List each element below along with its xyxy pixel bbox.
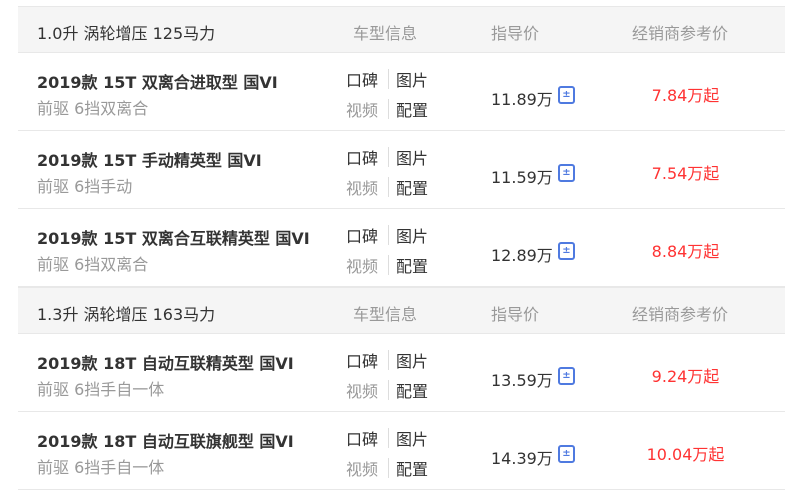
table-row: 2019款 15T 双离合进取型 国VI 前驱 6挡双离合 口碑 图片 视频 配…: [18, 53, 785, 131]
group-header: 1.3升 涡轮增压 163马力 车型信息 指导价 经销商参考价: [18, 287, 785, 334]
guide-price: 11.59万: [491, 168, 553, 187]
table-row: 2019款 15T 双离合互联精英型 国VI 前驱 6挡双离合 口碑 图片 视频…: [18, 209, 785, 287]
config-link[interactable]: 配置: [396, 460, 429, 479]
model-name[interactable]: 2019款 15T 双离合进取型 国VI: [37, 73, 278, 92]
calculator-icon[interactable]: ±: [558, 86, 575, 104]
divider: [388, 255, 389, 275]
divider: [388, 99, 389, 119]
col-guide-price: 指导价: [491, 24, 540, 43]
photos-link[interactable]: 图片: [396, 227, 429, 246]
photos-link[interactable]: 图片: [396, 71, 429, 90]
guide-price: 13.59万: [491, 371, 553, 390]
divider: [388, 458, 389, 478]
video-link[interactable]: 视频: [346, 257, 379, 276]
group-header: 1.0升 涡轮增压 125马力 车型信息 指导价 经销商参考价: [18, 6, 785, 53]
col-model-info: 车型信息: [353, 305, 418, 324]
reviews-link[interactable]: 口碑: [346, 149, 379, 168]
reviews-link[interactable]: 口碑: [346, 352, 379, 371]
dealer-price[interactable]: 7.54万起: [651, 164, 720, 183]
table-row: 2019款 18T 自动互联旗舰型 国VI 前驱 6挡手自一体 口碑 图片 视频…: [18, 412, 785, 490]
dealer-price[interactable]: 7.84万起: [651, 86, 720, 105]
guide-price: 14.39万: [491, 449, 553, 468]
model-name[interactable]: 2019款 18T 自动互联旗舰型 国VI: [37, 432, 294, 451]
col-guide-price: 指导价: [491, 305, 540, 324]
model-name[interactable]: 2019款 18T 自动互联精英型 国VI: [37, 354, 294, 373]
photos-link[interactable]: 图片: [396, 149, 429, 168]
dealer-price[interactable]: 10.04万起: [646, 445, 725, 464]
config-link[interactable]: 配置: [396, 101, 429, 120]
reviews-link[interactable]: 口碑: [346, 430, 379, 449]
col-dealer-price: 经销商参考价: [632, 305, 729, 324]
engine-title: 1.0升 涡轮增压 125马力: [37, 24, 216, 43]
divider: [388, 177, 389, 197]
table-row: 2019款 15T 手动精英型 国VI 前驱 6挡手动 口碑 图片 视频 配置 …: [18, 131, 785, 209]
model-spec: 前驱 6挡手动: [37, 177, 133, 196]
col-model-info: 车型信息: [353, 24, 418, 43]
divider: [388, 350, 389, 370]
video-link[interactable]: 视频: [346, 179, 379, 198]
calculator-icon[interactable]: ±: [558, 164, 575, 182]
engine-title: 1.3升 涡轮增压 163马力: [37, 305, 216, 324]
divider: [388, 225, 389, 245]
divider: [388, 380, 389, 400]
photos-link[interactable]: 图片: [396, 430, 429, 449]
divider: [388, 69, 389, 89]
dealer-price[interactable]: 8.84万起: [651, 242, 720, 261]
model-spec: 前驱 6挡双离合: [37, 99, 149, 118]
dealer-price[interactable]: 9.24万起: [651, 367, 720, 386]
video-link[interactable]: 视频: [346, 460, 379, 479]
col-dealer-price: 经销商参考价: [632, 24, 729, 43]
photos-link[interactable]: 图片: [396, 352, 429, 371]
guide-price: 11.89万: [491, 90, 553, 109]
video-link[interactable]: 视频: [346, 101, 379, 120]
config-link[interactable]: 配置: [396, 179, 429, 198]
config-link[interactable]: 配置: [396, 382, 429, 401]
calculator-icon[interactable]: ±: [558, 367, 575, 385]
model-spec: 前驱 6挡双离合: [37, 255, 149, 274]
table-row: 2019款 18T 自动互联精英型 国VI 前驱 6挡手自一体 口碑 图片 视频…: [18, 334, 785, 412]
model-spec: 前驱 6挡手自一体: [37, 458, 165, 477]
video-link[interactable]: 视频: [346, 382, 379, 401]
divider: [388, 147, 389, 167]
model-spec: 前驱 6挡手自一体: [37, 380, 165, 399]
divider: [388, 428, 389, 448]
calculator-icon[interactable]: ±: [558, 445, 575, 463]
model-name[interactable]: 2019款 15T 双离合互联精英型 国VI: [37, 229, 310, 248]
model-name[interactable]: 2019款 15T 手动精英型 国VI: [37, 151, 262, 170]
calculator-icon[interactable]: ±: [558, 242, 575, 260]
guide-price: 12.89万: [491, 246, 553, 265]
reviews-link[interactable]: 口碑: [346, 227, 379, 246]
config-link[interactable]: 配置: [396, 257, 429, 276]
reviews-link[interactable]: 口碑: [346, 71, 379, 90]
